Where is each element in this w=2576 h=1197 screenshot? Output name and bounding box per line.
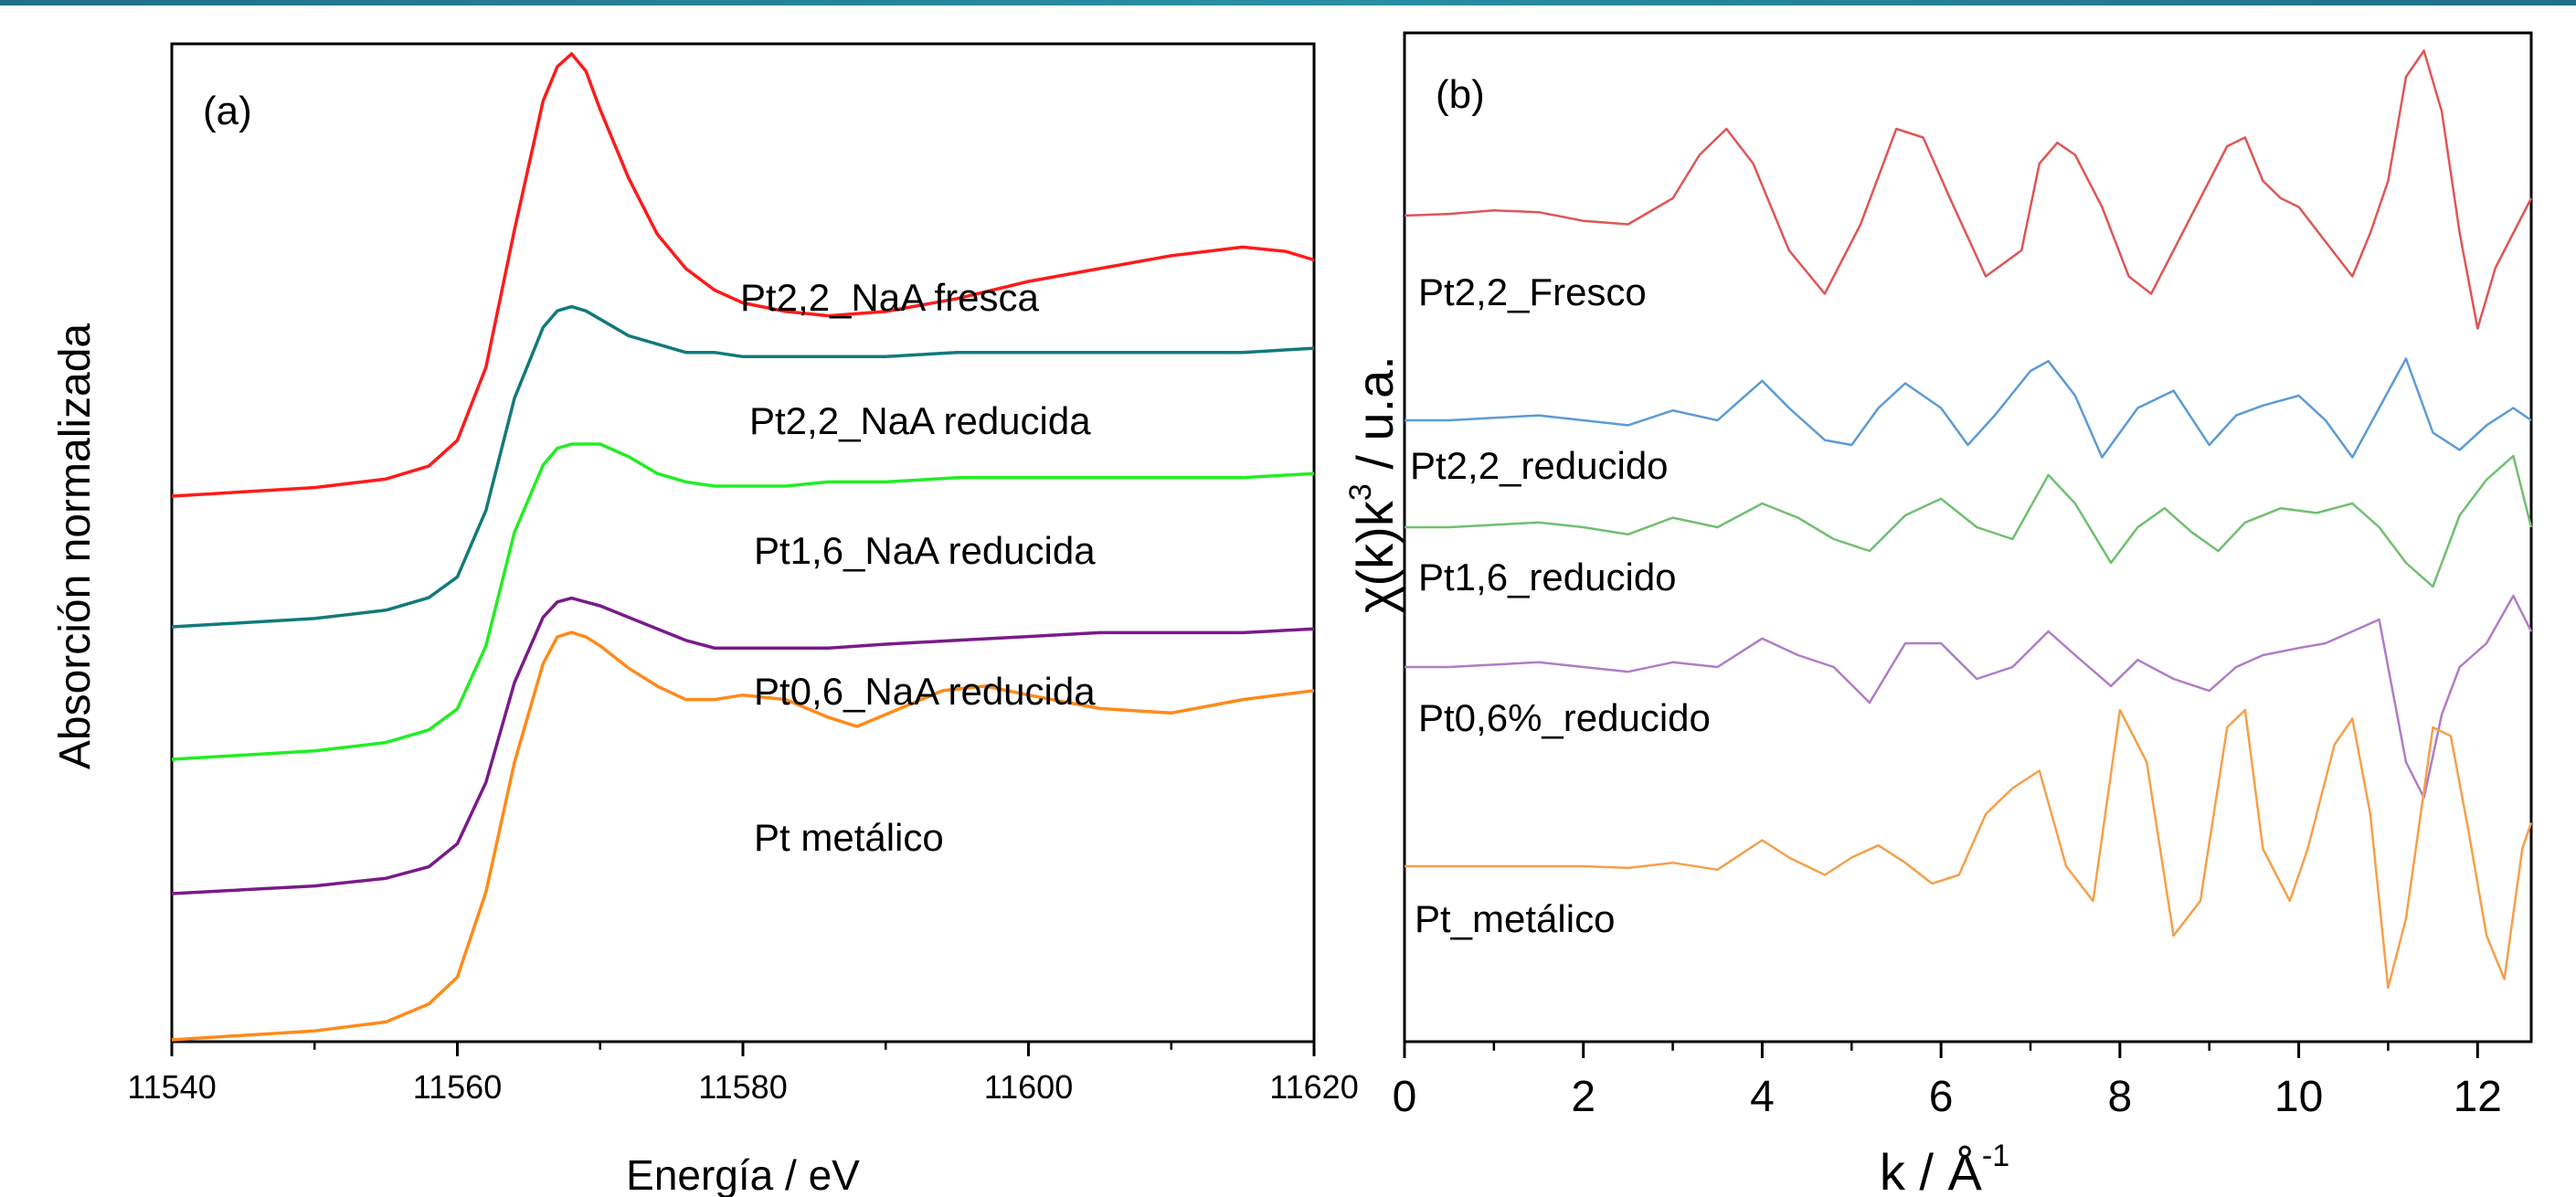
series-line xyxy=(1405,594,2533,800)
series-label: Pt0,6%_reducido xyxy=(1418,696,1711,739)
x-tick-label: 11540 xyxy=(127,1068,216,1106)
x-tick-label: 11620 xyxy=(1269,1068,1358,1106)
x-tick-label: 11600 xyxy=(984,1068,1073,1106)
x-tick-label: 11580 xyxy=(698,1068,787,1106)
series-line xyxy=(171,442,1315,761)
panel-b-tag: (b) xyxy=(1436,72,1485,117)
series-line xyxy=(1405,708,2533,990)
panel-b-ylabel-sup: 3 xyxy=(1343,483,1378,501)
panel-a-series-labels: Pt2,2_NaA fresca Pt2,2_NaA reducida Pt1,6_… xyxy=(740,276,1096,859)
series-label: Pt0,6_NaA reducida xyxy=(754,670,1096,713)
series-line xyxy=(1405,357,2532,459)
series-line xyxy=(171,596,1315,895)
x-tick-label: 8 xyxy=(2108,1073,2133,1121)
panel-a-series xyxy=(171,52,1315,1042)
series-label: Pt2,2_NaA fresca xyxy=(740,276,1039,319)
series-label: Pt2,2_reducido xyxy=(1410,444,1669,487)
series-label: Pt_metálico xyxy=(1415,897,1615,940)
panel-a-ylabel: Absorción normalizada xyxy=(51,323,100,770)
x-tick-label: 10 xyxy=(2274,1073,2323,1121)
series-label: Pt2,2_NaA reducida xyxy=(749,399,1091,442)
panel-b-x-ticks: 0 2 4 6 8 10 12 xyxy=(1393,1042,2502,1121)
panel-a-xlabel: Energía / eV xyxy=(626,1151,860,1197)
series-label: Pt1,6_NaA reducida xyxy=(754,529,1096,572)
panel-a-tag: (a) xyxy=(203,89,252,133)
series-line xyxy=(1405,454,2533,588)
series-line xyxy=(171,52,1315,498)
panel-b-xlabel: k / Å-1 xyxy=(1880,1139,2009,1197)
x-tick-label: 0 xyxy=(1393,1073,1417,1121)
x-tick-label: 2 xyxy=(1571,1073,1595,1121)
panel-b-xlabel-sup: -1 xyxy=(1982,1139,2009,1173)
x-tick-label: 6 xyxy=(1929,1073,1954,1121)
panel-a-frame xyxy=(170,42,1316,1043)
series-label: Pt1,6_reducido xyxy=(1418,556,1677,598)
panel-b-ylabel-main: χ(k)k xyxy=(1346,500,1404,613)
x-tick-label: 12 xyxy=(2454,1073,2502,1121)
header-bar xyxy=(0,0,2576,5)
panel-b-frame xyxy=(1403,31,2533,1043)
series-line xyxy=(1404,49,2533,330)
panel-b-ylabel: χ(k)k3 / u.a. xyxy=(1343,355,1404,613)
series-label: Pt metálico xyxy=(754,816,944,859)
x-tick-label: 4 xyxy=(1750,1073,1775,1121)
panel-a-x-ticks: 11540 11560 11580 11600 11620 xyxy=(127,1042,1359,1106)
panel-b-series-labels: Pt2,2_Fresco Pt2,2_reducido Pt1,6_reducido… xyxy=(1410,270,1711,940)
panel-b-series xyxy=(1404,49,2533,990)
series-label: Pt2,2_Fresco xyxy=(1418,270,1647,313)
panel-b-ylabel-tail: / u.a. xyxy=(1346,355,1404,483)
series-line xyxy=(171,630,1315,1042)
x-tick-label: 11560 xyxy=(413,1068,502,1106)
panel-b-xlabel-main: k / Å xyxy=(1880,1143,1983,1197)
series-line xyxy=(171,304,1315,629)
